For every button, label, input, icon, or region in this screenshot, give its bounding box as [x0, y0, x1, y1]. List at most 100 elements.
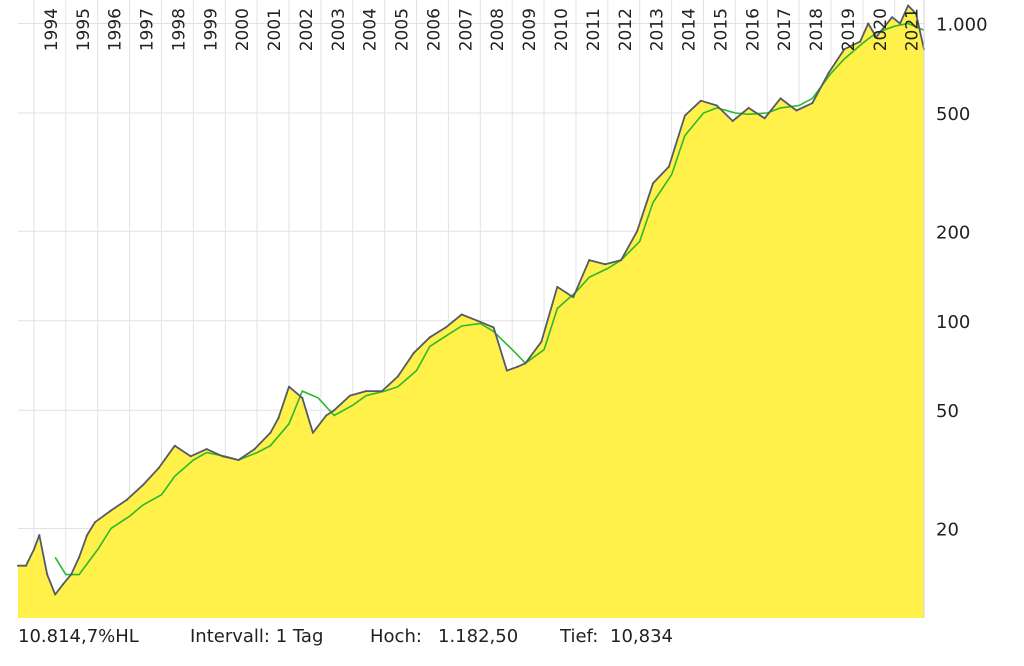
y-tick-label: 100: [936, 312, 970, 333]
high-label: Hoch:: [370, 626, 422, 647]
price-point: [636, 230, 639, 233]
price-point: [652, 182, 654, 185]
year-label: 2014: [680, 8, 700, 51]
year-label: 2020: [871, 8, 891, 51]
price-point: [221, 455, 224, 458]
price-point: [269, 431, 272, 434]
price-point: [620, 259, 623, 262]
year-label: 2013: [648, 8, 668, 51]
price-point: [811, 102, 814, 105]
interval-label: Intervall: 1 Tag: [190, 626, 324, 647]
price-point: [301, 396, 304, 399]
price-point: [32, 548, 35, 551]
price-point: [731, 120, 734, 122]
price-point: [125, 498, 128, 501]
price-point: [253, 448, 256, 451]
chart-footer: 10.814,7%HL Intervall: 1 Tag Hoch: 1.182…: [0, 618, 1024, 658]
year-label: 2017: [775, 8, 795, 51]
year-label: 2011: [584, 8, 604, 51]
year-label: 2007: [456, 8, 476, 51]
price-point: [237, 459, 240, 461]
price-point: [795, 109, 798, 112]
year-label: 1997: [138, 8, 158, 51]
year-label: 2016: [743, 8, 763, 51]
year-label: 2009: [520, 8, 540, 51]
year-label: 2019: [839, 8, 859, 51]
y-tick-label: 1.000: [936, 15, 988, 36]
price-point: [572, 296, 575, 299]
price-point: [288, 385, 290, 388]
low-value: 10,834: [610, 626, 673, 647]
price-point: [157, 466, 160, 469]
price-point: [492, 326, 495, 329]
price-point: [699, 99, 702, 102]
price-point: [412, 351, 415, 354]
price-point: [46, 573, 49, 576]
year-label: 2008: [488, 8, 508, 51]
price-point: [444, 326, 447, 329]
year-label: 2018: [807, 8, 827, 51]
price-point: [843, 48, 846, 51]
price-point: [381, 390, 383, 393]
year-label: 1994: [42, 8, 62, 51]
price-point: [915, 12, 917, 15]
price-point: [667, 165, 670, 168]
price-point: [325, 414, 328, 417]
y-tick-label: 200: [936, 222, 970, 243]
price-point: [588, 259, 591, 262]
price-point: [867, 22, 870, 25]
price-point: [540, 340, 543, 343]
high-value: 1.182,50: [438, 626, 519, 647]
price-point: [38, 534, 41, 537]
price-point: [747, 106, 750, 109]
price-area: [18, 5, 924, 618]
year-label: 2010: [552, 8, 572, 51]
price-point: [396, 375, 399, 378]
y-tick-label: 50: [936, 401, 959, 422]
low-label: Tief:: [560, 626, 599, 647]
price-point: [524, 362, 527, 365]
price-chart: 1994 1995 1996 1997 1998 1999 2000 2001 2002 2003…: [17, 0, 988, 618]
price-point: [556, 285, 559, 288]
year-label: 2015: [711, 8, 731, 51]
price-point: [54, 593, 57, 596]
price-point: [683, 114, 686, 117]
year-label: 2012: [616, 8, 636, 51]
series-layer: [17, 4, 925, 596]
year-label: 1995: [74, 8, 94, 51]
y-axis-labels: 20 50 100 200 500 1.000: [936, 15, 988, 541]
year-label: 1996: [106, 8, 126, 51]
price-point: [715, 104, 718, 107]
price-point: [891, 16, 894, 19]
price-point: [94, 521, 96, 524]
price-point: [349, 394, 352, 397]
year-label: 2021: [903, 8, 923, 51]
price-point: [827, 72, 830, 75]
price-point: [333, 409, 336, 412]
price-point: [779, 97, 782, 100]
performance-change: 10.814,7%HL: [18, 626, 139, 647]
price-point: [86, 534, 89, 537]
price-point: [763, 117, 766, 120]
price-point: [604, 263, 607, 266]
price-point: [311, 431, 314, 434]
year-label: 2005: [393, 8, 413, 51]
price-point: [141, 484, 144, 487]
area-layer: [18, 5, 924, 618]
moving-average-line: [54, 22, 925, 576]
price-point: [505, 369, 508, 372]
y-tick-label: 500: [936, 104, 970, 125]
price-point: [25, 564, 27, 567]
price-point: [62, 583, 65, 586]
price-point: [205, 448, 208, 451]
year-label: 2003: [329, 8, 349, 51]
price-point: [277, 417, 280, 420]
price-point: [476, 319, 479, 322]
price-point: [460, 313, 463, 316]
price-point: [78, 556, 81, 559]
price-point: [907, 4, 910, 7]
price-point: [189, 455, 192, 458]
price-point: [875, 36, 878, 39]
year-label: 2004: [361, 8, 381, 51]
price-point: [110, 509, 112, 512]
